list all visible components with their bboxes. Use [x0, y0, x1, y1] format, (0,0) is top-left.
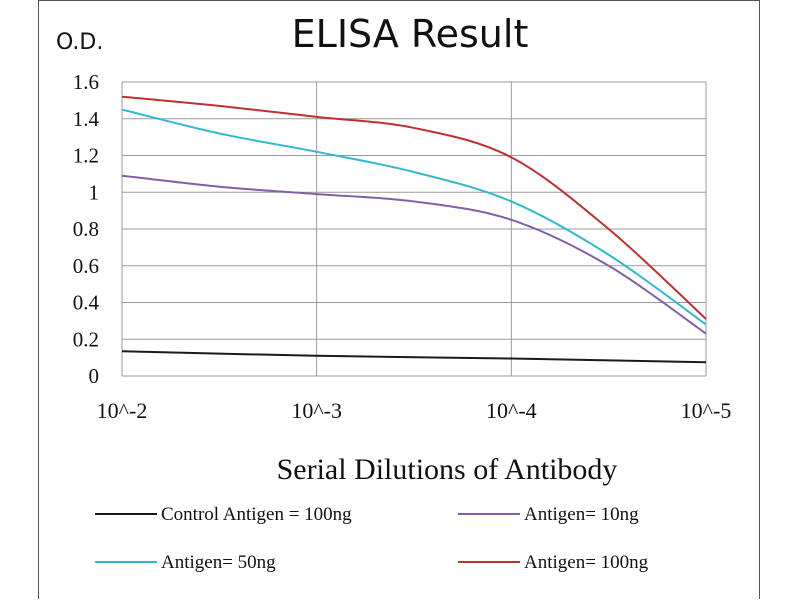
x-axis-label: Serial Dilutions of Antibody — [277, 453, 618, 486]
series-line-0 — [121, 350, 707, 364]
legend-item-1: Antigen= 10ng — [458, 504, 639, 525]
y-tick-label: 1.2 — [73, 144, 99, 168]
y-tick-label: 0 — [89, 364, 100, 388]
chart-title: ELISA Result — [292, 12, 529, 56]
y-tick-label: 1 — [89, 180, 100, 204]
legend: Control Antigen = 100ng Antigen= 10ng Anti… — [95, 504, 649, 573]
series-line-2 — [121, 108, 707, 326]
legend-label: Control Antigen = 100ng — [161, 504, 352, 525]
x-tick-label: 10^-4 — [486, 398, 537, 423]
x-tick-label: 10^-2 — [97, 398, 148, 423]
y-tick-label: 0.2 — [73, 327, 99, 351]
y-tick-labels: 0 0.2 0.4 0.6 0.8 1 1.2 1.4 1.6 — [73, 70, 100, 388]
legend-label: Antigen= 50ng — [161, 552, 276, 573]
y-tick-label: 0.6 — [73, 254, 99, 278]
series-line-1 — [121, 174, 707, 335]
x-tick-label: 10^-3 — [291, 398, 342, 423]
chart-frame — [38, 0, 760, 599]
legend-label: Antigen= 10ng — [524, 504, 639, 525]
y-tick-label: 0.4 — [73, 291, 100, 315]
y-tick-label: 1.4 — [73, 107, 100, 131]
grid-lines — [121, 81, 707, 377]
y-axis-label: O.D. — [56, 30, 103, 55]
legend-item-3: Antigen= 100ng — [458, 552, 649, 573]
x-tick-labels: 10^-2 10^-3 10^-4 10^-5 — [97, 398, 732, 423]
legend-item-0: Control Antigen = 100ng — [95, 504, 352, 525]
series-lines — [121, 95, 707, 364]
y-tick-label: 0.8 — [73, 217, 99, 241]
legend-item-2: Antigen= 50ng — [95, 552, 276, 573]
x-tick-label: 10^-5 — [681, 398, 732, 423]
y-tick-label: 1.6 — [73, 70, 99, 94]
series-line-3 — [121, 95, 707, 320]
legend-label: Antigen= 100ng — [524, 552, 649, 573]
